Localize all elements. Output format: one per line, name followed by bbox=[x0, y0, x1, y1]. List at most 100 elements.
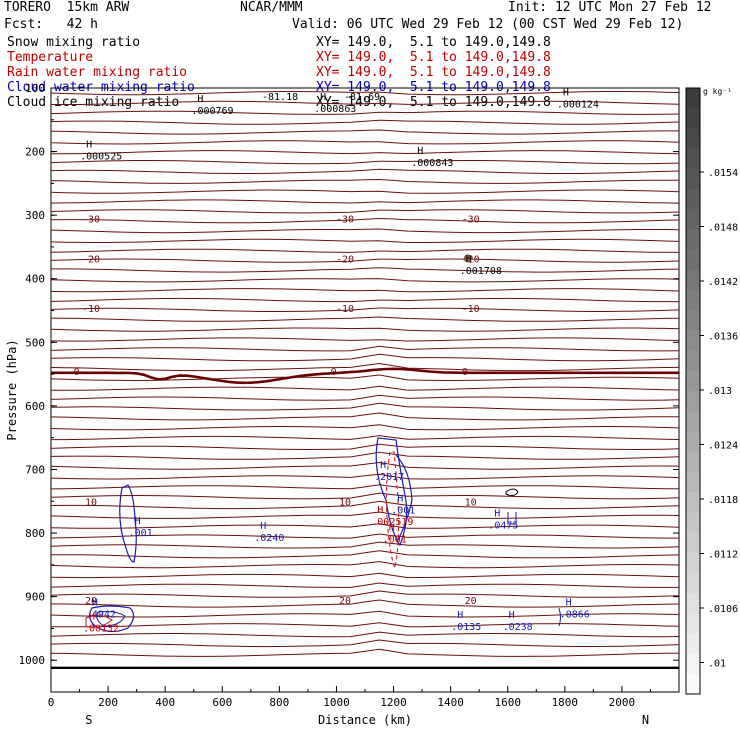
colorbar-unit: g kg⁻¹ bbox=[703, 87, 732, 96]
temperature-contour bbox=[50, 412, 679, 421]
colorbar-swatch bbox=[686, 572, 700, 594]
maximum-value: .000769 bbox=[191, 106, 233, 117]
temperature-contour bbox=[51, 150, 680, 155]
field-name: Rain water mixing ratio bbox=[7, 65, 188, 80]
temperature-contour bbox=[50, 590, 680, 598]
temperature-contour bbox=[50, 110, 680, 115]
maximum-marker: H bbox=[397, 494, 403, 505]
y-axis-title: Pressure (hPa) bbox=[5, 339, 19, 440]
colorbar-swatch bbox=[686, 269, 700, 291]
temperature-extreme-label: -81.69 bbox=[344, 92, 380, 103]
maximum-marker: H bbox=[566, 597, 572, 608]
isotherm-label: -30 bbox=[82, 214, 100, 225]
isotherm-label: -30 bbox=[336, 214, 354, 225]
model-title: TORERO 15km ARW bbox=[4, 0, 130, 15]
cloud-water-contour bbox=[558, 607, 561, 627]
maximum-marker: H bbox=[417, 146, 423, 157]
field-xy-range: XY= 149.0, 5.1 to 149.0,149.8 bbox=[316, 65, 551, 80]
maximum-value: .0475 bbox=[488, 520, 518, 531]
temperature-contour bbox=[50, 639, 680, 648]
temperature-contour bbox=[50, 582, 679, 588]
y-tick-label: 900 bbox=[25, 591, 45, 604]
temperature-contour bbox=[50, 394, 680, 401]
temperature-contour bbox=[50, 622, 680, 628]
isotherm-label: 20 bbox=[85, 596, 97, 607]
zero-isotherm bbox=[51, 367, 679, 385]
temperature-contour bbox=[50, 119, 680, 125]
temperature-contour bbox=[50, 610, 680, 618]
maximum-marker: H bbox=[377, 505, 383, 516]
temperature-contour bbox=[50, 473, 680, 480]
cloud-water-contour bbox=[375, 437, 408, 547]
colorbar-frame bbox=[685, 87, 701, 695]
x-tick-label: 1000 bbox=[323, 696, 350, 709]
temperature-contour bbox=[50, 648, 680, 657]
temperature-contour bbox=[50, 316, 680, 322]
colorbar-swatch bbox=[686, 673, 700, 695]
field-xy-range: XY= 149.0, 5.1 to 149.0,149.8 bbox=[316, 95, 551, 110]
colorbar-swatch bbox=[686, 350, 700, 372]
y-tick-label: 800 bbox=[25, 527, 45, 540]
colorbar-swatch bbox=[686, 229, 700, 251]
temperature-contour bbox=[50, 189, 680, 194]
x-tick-label: 1200 bbox=[380, 696, 407, 709]
temperature-contour bbox=[51, 385, 680, 391]
y-tick-label: 100 bbox=[25, 82, 45, 95]
maximum-value: .002519 bbox=[371, 517, 413, 528]
cloud-water-contour bbox=[119, 484, 137, 563]
isotherm-label: -30 bbox=[462, 214, 480, 225]
colorbar-tick-label: .0154 bbox=[708, 168, 738, 179]
colorbar-tick-label: .0118 bbox=[708, 495, 738, 506]
maximum-value: .000843 bbox=[411, 158, 453, 169]
maximum-marker: H bbox=[380, 460, 386, 471]
isotherm-label: 0 bbox=[331, 367, 337, 378]
colorbar-swatch bbox=[686, 330, 700, 352]
temperature-contour bbox=[50, 345, 680, 352]
temperature-contour bbox=[50, 278, 680, 283]
temperature-contour bbox=[51, 435, 680, 441]
center-title: NCAR/MMM bbox=[240, 0, 303, 15]
maximum-marker: H bbox=[563, 87, 569, 98]
isotherm-label: 0 bbox=[462, 367, 468, 378]
x-tick-label: 400 bbox=[155, 696, 175, 709]
colorbar-swatch bbox=[686, 431, 700, 453]
x-tick-label: 200 bbox=[98, 696, 118, 709]
x-tick-label: 600 bbox=[212, 696, 232, 709]
colorbar-tick-label: .01 bbox=[708, 659, 726, 670]
cloud-water-contour bbox=[507, 512, 517, 525]
maximum-value: .001708 bbox=[460, 266, 502, 277]
temperature-contour bbox=[51, 267, 680, 273]
colorbar-swatch bbox=[686, 613, 700, 634]
temperature-contour bbox=[50, 451, 680, 460]
colorbar-tick-label: .0136 bbox=[708, 332, 738, 343]
colorbar-swatch bbox=[686, 633, 700, 655]
maximum-marker: H bbox=[509, 610, 515, 621]
cloud-water-contour bbox=[505, 488, 519, 497]
temperature-contour bbox=[50, 443, 680, 451]
isotherm-label: -10 bbox=[82, 304, 100, 315]
colorbar-swatch bbox=[686, 209, 700, 230]
colorbar-swatch bbox=[686, 370, 700, 392]
colorbar-tick-label: .0106 bbox=[708, 604, 738, 615]
colorbar-swatch bbox=[686, 249, 700, 271]
maximum-marker: H bbox=[92, 597, 98, 608]
colorbar-tick-label: .0124 bbox=[708, 441, 738, 452]
temperature-contour bbox=[50, 238, 680, 243]
field-name: Temperature bbox=[7, 50, 94, 65]
field-xy-range: XY= 149.0, 5.1 to 149.0,149.8 bbox=[316, 50, 551, 65]
colorbar-swatch bbox=[686, 552, 700, 574]
valid-time: Valid: 06 UTC Wed 29 Feb 12 (00 CST Wed … bbox=[292, 17, 684, 32]
isotherm-label: -20 bbox=[336, 254, 354, 265]
rain-water-contour bbox=[85, 614, 113, 628]
temperature-contour bbox=[50, 327, 680, 332]
maximum-marker: H bbox=[197, 94, 203, 105]
temperature-contour bbox=[50, 511, 680, 519]
temperature-contour bbox=[50, 140, 680, 145]
colorbar-swatch bbox=[686, 128, 700, 150]
temperature-contour bbox=[50, 199, 680, 204]
temperature-contour bbox=[50, 374, 680, 382]
temperature-contour bbox=[50, 561, 680, 569]
temperature-contour bbox=[50, 424, 680, 431]
maximum-marker: H bbox=[389, 522, 395, 533]
colorbar-swatch bbox=[686, 451, 700, 473]
